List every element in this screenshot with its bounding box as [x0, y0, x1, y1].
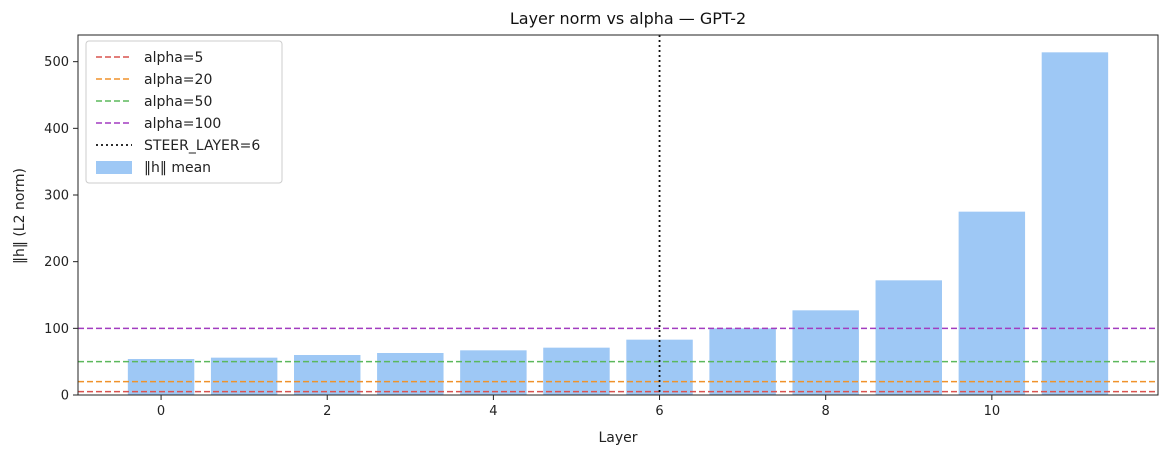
- y-axis-label: ‖h‖ (L2 norm): [12, 168, 28, 264]
- bars: [127, 52, 1109, 395]
- legend-label: alpha=50: [144, 94, 212, 110]
- bar-layer-8: [792, 310, 859, 395]
- reference-lines: [78, 327, 1158, 393]
- y-axis: 0 100 200 300 400 500: [44, 55, 78, 404]
- x-tick-label: 4: [489, 404, 497, 419]
- y-tick-label: 300: [44, 189, 69, 204]
- x-tick-label: 10: [984, 404, 1001, 419]
- x-axis-label: Layer: [598, 430, 637, 446]
- chart-title: Layer norm vs alpha — GPT-2: [510, 9, 746, 28]
- bar-layer-3: [377, 353, 444, 395]
- legend-label: alpha=100: [144, 116, 221, 132]
- bar-layer-9: [875, 280, 942, 395]
- y-tick-label: 0: [61, 389, 69, 404]
- x-tick-label: 6: [655, 404, 663, 419]
- legend-label: ‖h‖ mean: [144, 160, 211, 176]
- legend-box: [85, 40, 283, 184]
- y-tick-label: 100: [44, 322, 69, 337]
- bar-layer-5: [543, 347, 610, 395]
- bar-layer-10: [958, 211, 1026, 395]
- x-tick-label: 8: [822, 404, 830, 419]
- legend: alpha=5 alpha=20 alpha=50 alpha=100 STEER_LA…: [85, 40, 283, 184]
- x-tick-label: 0: [157, 404, 165, 419]
- bar-layer-4: [460, 350, 527, 395]
- plot-frame: [77, 34, 1159, 396]
- y-tick-label: 400: [44, 122, 69, 137]
- y-tick-label: 200: [44, 255, 69, 270]
- bar-layer-0: [127, 359, 195, 395]
- legend-label: alpha=20: [144, 72, 212, 88]
- legend-swatch: [96, 161, 132, 174]
- legend-label: alpha=5: [144, 50, 203, 66]
- x-tick-label: 2: [323, 404, 331, 419]
- plot-area: [77, 34, 1159, 396]
- x-axis: 0 2 4 6 8 10: [157, 395, 1000, 419]
- y-tick-label: 500: [44, 55, 69, 70]
- bar-layer-1: [210, 357, 278, 395]
- bar-layer-11: [1041, 52, 1109, 395]
- legend-label: STEER_LAYER=6: [144, 138, 260, 154]
